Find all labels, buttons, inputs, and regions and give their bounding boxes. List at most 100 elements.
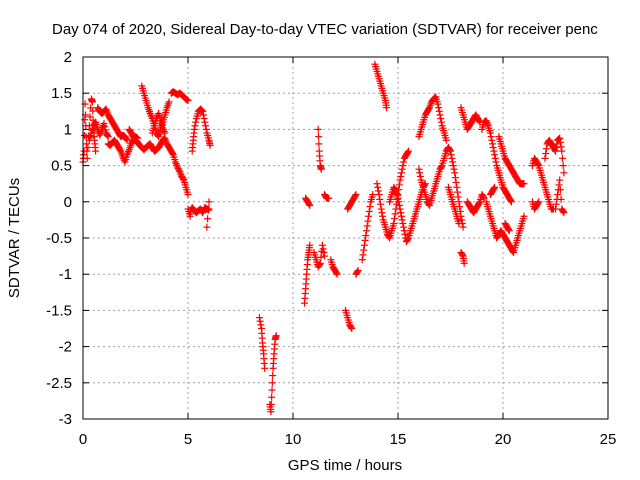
y-tick-label: 0 bbox=[64, 194, 72, 211]
data-point bbox=[359, 251, 367, 259]
data-point bbox=[362, 232, 370, 240]
data-point bbox=[447, 151, 455, 159]
y-tick-label: 1.5 bbox=[51, 85, 72, 102]
x-axis-label: GPS time / hours bbox=[288, 457, 402, 474]
data-point bbox=[455, 198, 463, 206]
data-point bbox=[306, 201, 314, 209]
data-point bbox=[507, 197, 515, 205]
data-point bbox=[400, 227, 408, 235]
data-point bbox=[541, 154, 549, 162]
data-point bbox=[490, 147, 498, 155]
data-point bbox=[492, 158, 500, 166]
data-point bbox=[480, 194, 488, 202]
data-point bbox=[86, 113, 94, 121]
data-point bbox=[316, 261, 324, 269]
data-point bbox=[437, 115, 445, 123]
x-tick-label: 5 bbox=[184, 431, 192, 448]
data-point bbox=[191, 122, 199, 130]
data-point bbox=[91, 119, 99, 127]
data-point bbox=[83, 154, 91, 162]
data-point bbox=[317, 253, 325, 261]
data-point bbox=[491, 154, 499, 162]
data-point bbox=[154, 131, 162, 139]
data-point bbox=[374, 187, 382, 195]
data-point bbox=[557, 195, 565, 203]
data-point bbox=[416, 172, 424, 180]
y-tick-label: 1 bbox=[64, 121, 72, 138]
data-point bbox=[199, 107, 207, 115]
data-point bbox=[484, 120, 492, 128]
data-point bbox=[199, 111, 207, 119]
data-point bbox=[459, 223, 467, 231]
data-point bbox=[325, 194, 333, 202]
data-point bbox=[490, 185, 498, 193]
data-point bbox=[395, 181, 403, 189]
data-point bbox=[458, 251, 466, 259]
x-tick-label: 0 bbox=[79, 431, 87, 448]
data-point bbox=[347, 323, 355, 331]
data-point bbox=[363, 222, 371, 230]
data-point bbox=[378, 209, 386, 217]
data-point bbox=[385, 233, 393, 241]
data-point bbox=[305, 200, 313, 208]
data-point bbox=[397, 172, 405, 180]
data-point bbox=[81, 116, 89, 124]
data-point bbox=[505, 226, 513, 234]
data-point bbox=[451, 174, 459, 182]
data-point bbox=[256, 317, 264, 325]
data-point bbox=[435, 104, 443, 112]
data-point bbox=[552, 200, 560, 208]
data-point bbox=[560, 169, 568, 177]
data-point bbox=[396, 205, 404, 213]
x-tick-label: 10 bbox=[285, 431, 302, 448]
data-point bbox=[431, 94, 439, 102]
data-point bbox=[199, 209, 207, 217]
data-point bbox=[442, 136, 450, 144]
data-point bbox=[559, 154, 566, 162]
data-point bbox=[101, 126, 109, 134]
data-point bbox=[449, 158, 457, 166]
data-point bbox=[88, 98, 96, 106]
chart-title: Day 074 of 2020, Sidereal Day-to-day VTE… bbox=[52, 21, 598, 38]
data-point bbox=[535, 198, 543, 206]
data-point bbox=[261, 364, 269, 372]
data-point bbox=[398, 165, 406, 173]
data-point bbox=[395, 201, 403, 209]
data-point bbox=[314, 125, 322, 133]
data-point bbox=[390, 220, 398, 228]
data-point bbox=[268, 393, 276, 401]
data-point bbox=[92, 147, 100, 155]
data-point bbox=[482, 117, 490, 125]
data-point bbox=[104, 133, 112, 141]
axis-ticks bbox=[82, 56, 609, 420]
data-point bbox=[556, 138, 564, 146]
data-point bbox=[382, 104, 390, 112]
data-point bbox=[552, 147, 559, 155]
data-point bbox=[405, 147, 412, 155]
data-point bbox=[122, 135, 130, 143]
data-point bbox=[160, 126, 167, 134]
data-point bbox=[542, 145, 550, 153]
data-point bbox=[475, 199, 483, 207]
data-point bbox=[554, 191, 562, 199]
data-point bbox=[434, 100, 442, 108]
data-point bbox=[391, 210, 399, 218]
data-point bbox=[437, 118, 445, 126]
data-point bbox=[204, 215, 212, 223]
data-point bbox=[351, 192, 359, 200]
y-tick-label: -2 bbox=[59, 339, 72, 356]
data-point bbox=[316, 259, 324, 267]
data-point bbox=[332, 269, 340, 277]
data-point bbox=[89, 107, 97, 115]
data-point bbox=[319, 245, 327, 253]
data-point bbox=[415, 165, 423, 173]
data-point bbox=[450, 165, 458, 173]
data-point bbox=[416, 169, 424, 177]
data-point bbox=[358, 256, 366, 264]
data-point bbox=[556, 186, 564, 194]
data-point bbox=[400, 223, 408, 231]
data-point bbox=[369, 191, 377, 199]
data-points bbox=[79, 60, 568, 416]
data-point bbox=[520, 212, 528, 220]
